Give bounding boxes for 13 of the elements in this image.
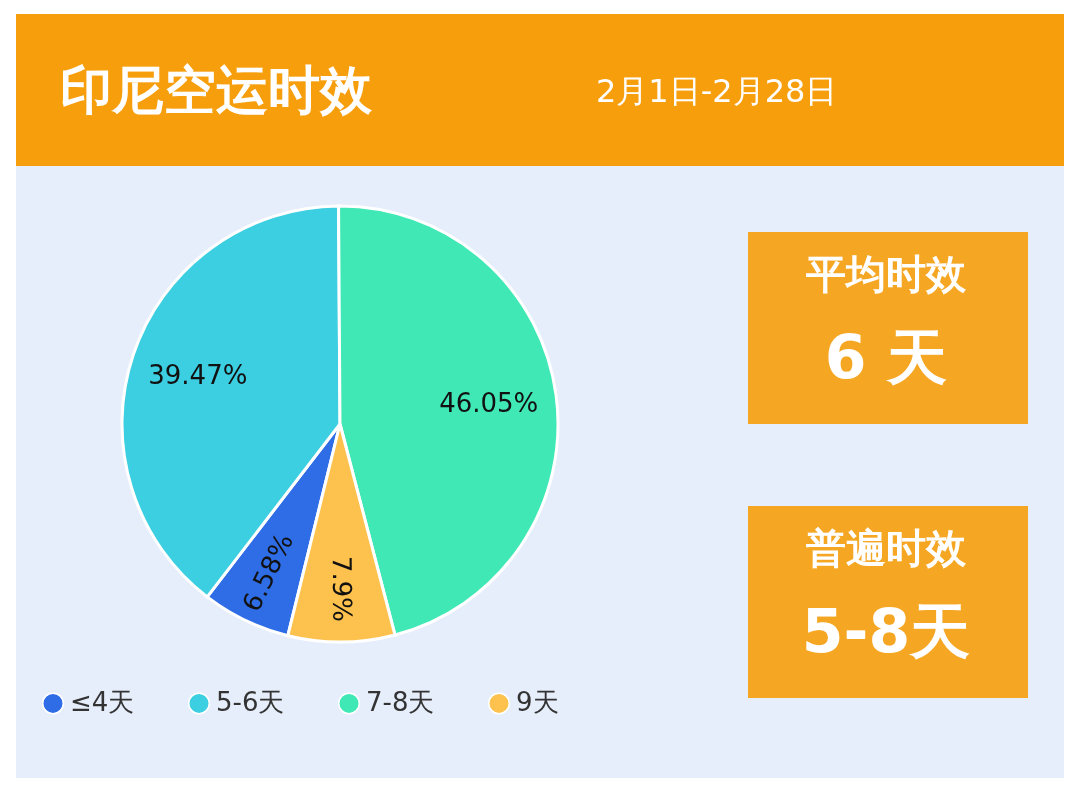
- data-label: 7.9%: [326, 555, 358, 623]
- legend-label: 5-6天: [216, 687, 285, 718]
- text: 普遍时效: [806, 525, 967, 571]
- data-label: 39.47%: [148, 360, 248, 391]
- legend-label: ≤4天: [70, 687, 135, 718]
- data-label: 46.05%: [439, 388, 539, 419]
- legend-label: 7-8天: [366, 687, 435, 718]
- text: 6 天: [824, 322, 948, 392]
- chart-title: 印尼空运时效: [60, 60, 373, 120]
- text: 2月1日-2月28日: [596, 72, 838, 110]
- text: 5-8天: [801, 596, 971, 666]
- text: 平均时效: [805, 251, 967, 297]
- legend-label: 9天: [516, 687, 559, 718]
